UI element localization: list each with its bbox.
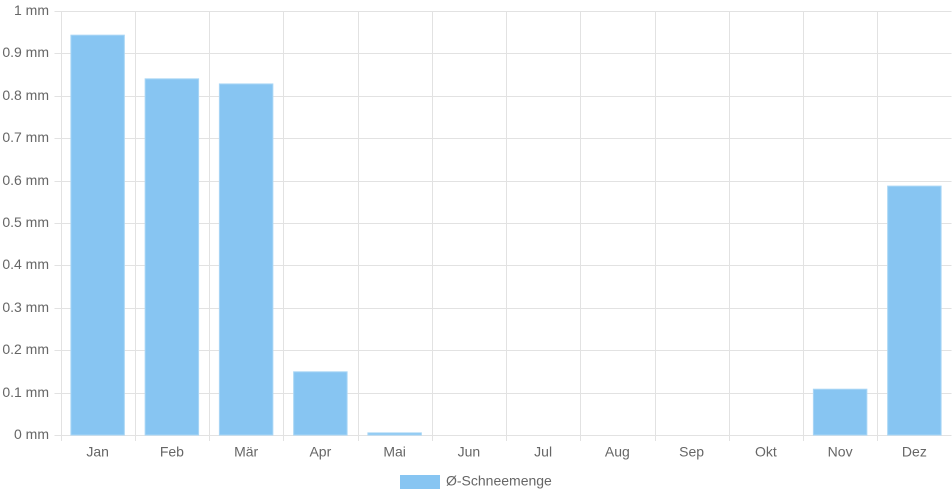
y-tick-label: 0.9 mm	[2, 44, 49, 60]
y-tick-label: 0.6 mm	[2, 172, 49, 188]
y-tick-label: 0.2 mm	[2, 341, 49, 357]
legend-label: Ø-Schneemenge	[446, 473, 552, 489]
legend-swatch	[400, 475, 440, 489]
bar	[70, 34, 125, 436]
y-tick-label: 0 mm	[14, 426, 49, 442]
bar	[367, 432, 422, 436]
bar	[218, 83, 274, 436]
x-tick-label: Feb	[160, 444, 184, 460]
x-tick-label: Dez	[902, 444, 927, 460]
x-tick-label: Mai	[383, 444, 406, 460]
x-tick-label: Jun	[458, 444, 481, 460]
y-tick-label: 0.1 mm	[2, 384, 49, 400]
x-tick-label: Jan	[86, 444, 109, 460]
bar	[144, 78, 200, 436]
x-tick-label: Aug	[605, 444, 630, 460]
y-tick-label: 0.5 mm	[2, 214, 49, 230]
y-tick-label: 1 mm	[14, 2, 49, 18]
bar	[887, 185, 942, 436]
x-tick-label: Mär	[234, 444, 258, 460]
x-tick-label: Okt	[755, 444, 777, 460]
y-tick-label: 0.8 mm	[2, 87, 49, 103]
x-tick-label: Nov	[828, 444, 853, 460]
y-tick-label: 0.7 mm	[2, 129, 49, 145]
y-tick-label: 0.4 mm	[2, 256, 49, 272]
x-tick-label: Jul	[534, 444, 552, 460]
x-tick-label: Sep	[679, 444, 704, 460]
bar	[812, 388, 868, 436]
x-tick-label: Apr	[309, 444, 331, 460]
bar	[293, 371, 348, 436]
y-tick-label: 0.3 mm	[2, 299, 49, 315]
